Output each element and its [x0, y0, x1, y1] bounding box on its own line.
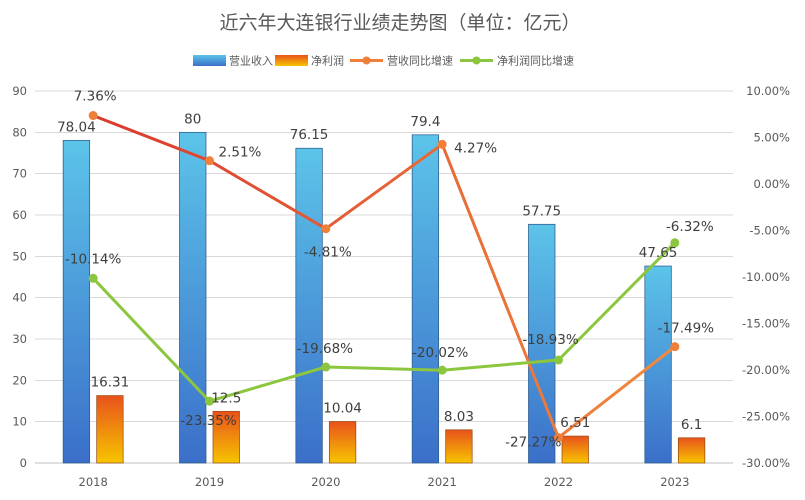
legend-swatch-revenue: [193, 55, 226, 66]
bar-net-profit: [328, 421, 357, 464]
legend-label-revenue-growth: 营收同比增速: [387, 54, 453, 68]
y2-axis-tick-label: -10.00%: [742, 270, 790, 284]
point-revenue-growth: [321, 224, 331, 234]
bar-net-profit: [212, 410, 240, 464]
y-axis-tick-label: 0: [20, 456, 27, 470]
line-net-profit-growth: [91, 241, 677, 403]
legend-label-net-profit: 净利润: [311, 54, 344, 68]
point-label-net-profit-growth: -6.32%: [666, 219, 714, 235]
bar-net-profit: [445, 429, 473, 464]
x-axis-tick-label: 2022: [544, 475, 573, 489]
point-label-revenue-growth: -17.49%: [658, 321, 715, 337]
point-label-net-profit-growth: -19.68%: [297, 341, 354, 357]
point-net-profit-growth: [205, 396, 214, 406]
legend-item-revenue-growth: 营收同比增速: [350, 54, 453, 68]
bar-net-profit: [96, 395, 124, 464]
y-axis-tick-label: 70: [12, 167, 27, 181]
legend: 营业收入 净利润 营收同比增速 净利润同比增速: [193, 54, 574, 68]
legend-swatch-net-profit: [275, 55, 308, 66]
point-revenue-growth: [88, 111, 98, 121]
x-axis-tick-label: 2023: [660, 475, 689, 489]
point-net-profit-growth: [321, 362, 331, 372]
bar-label-revenue: 80: [184, 111, 201, 127]
legend-label-net-profit-growth: 净利润同比增速: [497, 54, 574, 68]
lines: [88, 111, 680, 443]
point-revenue-growth: [437, 139, 447, 149]
data-labels: 78.04 80 76.15 79.4 57.75 47.65 16.31 12.5 10.04…: [57, 89, 714, 451]
y-axis-tick-label: 40: [12, 291, 27, 305]
chart-title: 近六年大连银行业绩走势图（单位：亿元）: [219, 12, 580, 34]
y2-axis-tick-label: 10.00%: [746, 84, 790, 98]
bar-label-revenue: 57.75: [522, 203, 561, 219]
bar-label-net-profit: 10.04: [323, 401, 362, 417]
y2-axis-tick-label: 0.00%: [753, 177, 790, 191]
bar-label-net-profit: 6.1: [681, 417, 702, 433]
axes: 0 10 20 30 40 50 60 70 80 90 -30.00% -25.00% -20.00%…: [12, 84, 790, 489]
y2-axis-tick-label: -30.00%: [742, 456, 790, 470]
y-axis-tick-label: 20: [12, 373, 27, 387]
y2-axis-tick-label: -5.00%: [749, 224, 790, 238]
bar-revenue: [411, 134, 440, 464]
point-label-revenue-growth: -27.27%: [505, 435, 562, 451]
x-axis-tick-label: 2019: [195, 475, 224, 489]
bar-revenue: [644, 265, 672, 464]
bar-net-profit: [561, 435, 589, 464]
y-axis-tick-label: 80: [12, 125, 27, 139]
point-revenue-growth: [670, 342, 680, 352]
point-label-revenue-growth: 4.27%: [454, 140, 497, 156]
bar-revenue: [295, 147, 323, 464]
point-label-revenue-growth: -4.81%: [304, 245, 352, 261]
point-label-net-profit-growth: -18.93%: [522, 332, 579, 348]
bar-label-revenue: 79.4: [410, 114, 440, 130]
point-net-profit-growth: [88, 273, 98, 283]
bar-revenue: [179, 131, 207, 464]
x-axis-tick-label: 2018: [79, 475, 108, 489]
y2-axis-tick-label: -15.00%: [742, 317, 790, 331]
bars: [62, 131, 706, 464]
y2-axis-tick-label: 5.00%: [753, 131, 790, 145]
bar-net-profit: [677, 437, 706, 464]
y-axis-tick-label: 30: [12, 332, 27, 346]
legend-marker-revenue-growth: [362, 56, 371, 65]
line-revenue-growth: [91, 114, 677, 440]
y-axis-tick-label: 10: [12, 415, 27, 429]
legend-marker-net-profit-growth: [472, 56, 481, 65]
point-label-net-profit-growth: -20.02%: [412, 345, 469, 361]
legend-item-revenue: 营业收入: [193, 54, 273, 68]
point-label-net-profit-growth: -10.14%: [65, 251, 122, 267]
point-net-profit-growth: [437, 365, 447, 375]
bar-revenue: [62, 140, 91, 464]
point-label-revenue-growth: 2.51%: [219, 145, 262, 161]
legend-label-revenue: 营业收入: [229, 54, 273, 68]
gridlines: [35, 90, 733, 423]
legend-item-net-profit-growth: 净利润同比增速: [460, 54, 574, 68]
bar-label-revenue: 76.15: [290, 127, 329, 143]
bar-revenue: [528, 223, 556, 464]
legend-item-net-profit: 净利润: [275, 54, 344, 68]
bar-label-net-profit: 12.5: [211, 390, 241, 406]
point-net-profit-growth: [554, 355, 563, 365]
bar-label-net-profit: 8.03: [444, 409, 474, 425]
y2-axis-tick-label: -20.00%: [742, 363, 790, 377]
y2-axis-tick-label: -25.00%: [742, 410, 790, 424]
x-axis-tick-label: 2020: [311, 475, 340, 489]
y-axis-tick-label: 90: [12, 84, 27, 98]
bar-label-net-profit: 16.31: [91, 375, 130, 391]
point-label-revenue-growth: 7.36%: [74, 89, 117, 105]
point-revenue-growth: [205, 156, 214, 166]
x-axis-tick-label: 2021: [428, 475, 457, 489]
bar-label-revenue: 78.04: [57, 119, 96, 135]
point-net-profit-growth: [670, 238, 680, 248]
y-axis-tick-label: 60: [12, 208, 27, 222]
point-label-net-profit-growth: -23.35%: [180, 413, 237, 429]
point-revenue-growth: [554, 433, 563, 443]
bar-label-net-profit: 6.51: [560, 415, 590, 431]
y-axis-tick-label: 50: [12, 249, 27, 263]
bar-label-revenue: 47.65: [639, 245, 678, 261]
